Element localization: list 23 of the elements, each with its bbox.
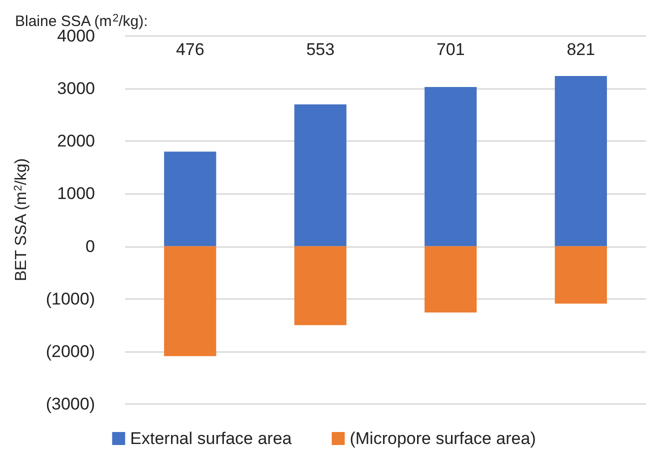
y-tick-label: 2000 <box>57 132 95 151</box>
bar <box>424 86 477 246</box>
y-tick-label: 0 <box>86 236 95 256</box>
bar <box>294 104 346 246</box>
y-tick-label: 1000 <box>57 184 95 204</box>
x-tick-label: 553 <box>306 40 335 59</box>
bar <box>164 152 216 246</box>
y-tick-label: 4000 <box>57 26 95 46</box>
bar <box>164 246 216 356</box>
bar <box>424 246 477 313</box>
legend-label: External surface area <box>130 429 292 448</box>
x-tick-label: 476 <box>176 40 204 59</box>
legend-label: (Micropore surface area) <box>350 429 536 448</box>
y-tick-label: (1000) <box>46 289 95 308</box>
bar <box>294 246 346 326</box>
x-tick-label: 821 <box>566 40 596 59</box>
bar <box>554 76 607 246</box>
y-tick-label: 3000 <box>57 79 95 98</box>
x-tick-label: 701 <box>436 40 465 59</box>
bar <box>554 246 607 304</box>
y-tick-label: (3000) <box>46 394 95 414</box>
y-axis-title: BET SSA (m2/kg) <box>12 158 30 282</box>
y-tick-label: (2000) <box>46 342 95 361</box>
